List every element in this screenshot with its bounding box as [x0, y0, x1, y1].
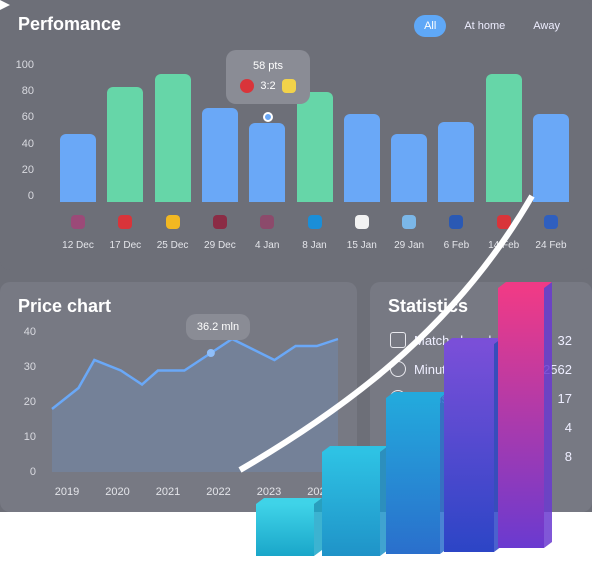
price-y-tick: 10	[23, 431, 36, 443]
growth-bar-side	[314, 498, 322, 556]
price-tooltip: 36.2 mln	[186, 314, 250, 340]
perf-bar[interactable]	[296, 91, 333, 202]
perf-y-tick: 40	[21, 137, 34, 150]
growth-bar-top	[256, 498, 322, 504]
club-crest-icon	[307, 215, 322, 229]
dashboard: Perfomance All At home Away 100 80 60 40 20 0…	[0, 0, 592, 512]
perf-bar[interactable]	[154, 73, 191, 202]
perf-x-label: 8 Jan	[302, 240, 327, 251]
match-tooltip: 58 pts 3:2	[226, 50, 310, 104]
perf-x-label: 29 Jan	[394, 240, 425, 251]
growth-bar	[444, 344, 494, 552]
perf-bar[interactable]	[201, 107, 238, 202]
price-line	[51, 337, 339, 410]
price-y-tick: 20	[23, 396, 36, 408]
tooltip-marker	[263, 112, 273, 122]
club-crest-icon	[496, 215, 511, 229]
growth-bar-top	[498, 282, 552, 288]
perf-y-tick: 60	[21, 111, 34, 124]
perf-bar[interactable]	[60, 133, 96, 202]
club-crest-icon	[260, 215, 275, 229]
club-crest-icon	[118, 215, 133, 229]
tab-away[interactable]: Away	[533, 20, 560, 32]
growth-bar	[386, 398, 440, 554]
perf-bar[interactable]	[391, 133, 428, 202]
price-x-label: 2023	[256, 486, 282, 498]
growth-bar	[256, 504, 314, 556]
stat-value: 4	[564, 420, 572, 435]
price-line-chart	[51, 337, 339, 472]
perf-x-label: 25 Dec	[156, 240, 189, 251]
home-crest-icon	[240, 79, 255, 93]
club-crest-icon	[165, 215, 180, 229]
perf-x-label: 24 Feb	[535, 240, 567, 251]
tab-all[interactable]: All	[414, 15, 447, 37]
growth-bar-top	[444, 338, 502, 344]
tooltip-points: 58 pts	[253, 60, 283, 72]
growth-bar-top	[322, 446, 388, 452]
club-crest-icon	[544, 215, 558, 229]
price-y-tick: 30	[23, 361, 36, 373]
performance-title: Perfomance	[18, 14, 122, 34]
price-chart-title: Price chart	[18, 296, 112, 316]
growth-bar-side	[544, 282, 552, 548]
away-crest-icon	[281, 79, 296, 93]
perf-bar[interactable]	[438, 122, 475, 202]
club-crest-icon	[71, 215, 85, 229]
tab-at-home[interactable]: At home	[464, 20, 506, 32]
stat-value: 8	[564, 449, 572, 464]
perf-x-label: 4 Jan	[254, 240, 280, 251]
stat-value: 32	[557, 333, 572, 348]
price-x-label: 2019	[54, 486, 80, 498]
stat-value: 17	[557, 391, 572, 406]
growth-arrow-icon	[238, 194, 535, 473]
perf-bar[interactable]	[249, 123, 286, 202]
club-crest-icon	[212, 215, 227, 229]
growth-bar	[498, 288, 544, 548]
venue-tabs: All At home Away	[414, 15, 570, 37]
perf-x-label: 29 Dec	[204, 240, 236, 251]
perf-x-label: 15 Jan	[346, 240, 377, 251]
perf-bar[interactable]	[343, 114, 380, 202]
perf-y-tick: 80	[21, 85, 34, 98]
perf-x-label: 6 Feb	[443, 240, 470, 251]
pitch-icon	[390, 332, 406, 348]
price-x-label: 2021	[155, 486, 181, 498]
perf-x-label: 17 Dec	[109, 240, 142, 251]
price-x-label: 2020	[105, 486, 130, 498]
perf-bar[interactable]	[485, 73, 522, 202]
growth-bar-top	[386, 392, 448, 398]
perf-x-label: 12 Dec	[62, 240, 94, 251]
tooltip-score: 3:2	[260, 80, 276, 92]
club-crest-icon	[449, 215, 464, 229]
growth-bar	[322, 452, 380, 556]
performance-card: Perfomance All At home Away 100 80 60 40 20 0…	[0, 0, 592, 270]
perf-bar[interactable]	[107, 86, 144, 202]
perf-bar[interactable]	[533, 114, 569, 202]
price-x-label: 2022	[206, 486, 231, 498]
price-y-tick: 40	[23, 326, 36, 338]
club-crest-icon	[354, 215, 369, 229]
price-marker	[206, 349, 215, 357]
perf-y-tick: 100	[15, 59, 34, 71]
price-y-tick: 0	[29, 466, 36, 478]
perf-y-tick: 0	[27, 190, 34, 202]
club-crest-icon	[402, 215, 417, 229]
perf-y-tick: 20	[21, 163, 34, 176]
